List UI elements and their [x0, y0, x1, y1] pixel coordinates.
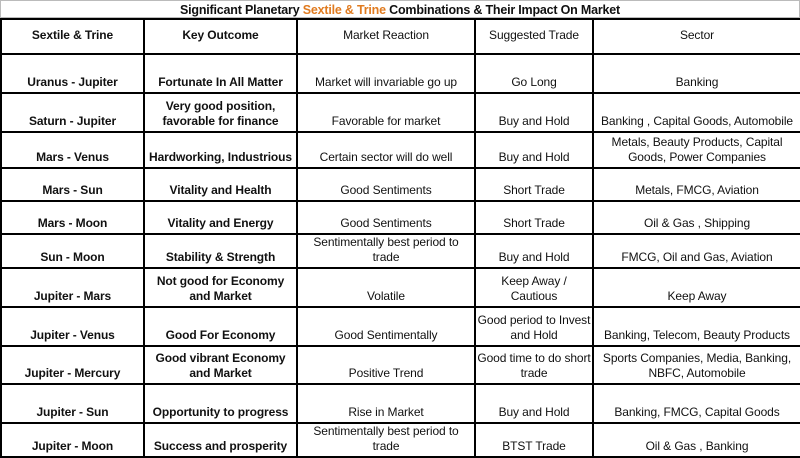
cell-suggested-trade: Good period to Invest and Hold [474, 306, 594, 347]
table-row: Uranus - Jupiter Fortunate In All Matter M… [0, 53, 800, 94]
cell-sector: Banking, FMCG, Capital Goods [592, 383, 800, 424]
cell-suggested-trade: Buy and Hold [474, 131, 594, 169]
cell-suggested-trade: Keep Away / Cautious [474, 267, 594, 308]
header-sector: Sector [592, 18, 800, 55]
cell-key-outcome: Fortunate In All Matter [143, 53, 298, 94]
header-market-reaction: Market Reaction [296, 18, 476, 55]
cell-sector: Banking, Telecom, Beauty Products [592, 306, 800, 347]
cell-key-outcome: Hardworking, Industrious [143, 131, 298, 169]
cell-key-outcome: Very good position, favorable for financ… [143, 92, 298, 133]
cell-market-reaction: Sentimentally best period to trade [296, 233, 476, 269]
table-row: Saturn - Jupiter Very good position, favo… [0, 92, 800, 133]
cell-combination: Sun - Moon [0, 233, 145, 269]
cell-market-reaction: Favorable for market [296, 92, 476, 133]
cell-suggested-trade: Good time to do short trade [474, 345, 594, 385]
table-row: Jupiter - Sun Opportunity to progress Rise… [0, 383, 800, 424]
cell-combination: Mars - Sun [0, 167, 145, 202]
header-sextile-trine: Sextile & Trine [0, 18, 145, 55]
cell-suggested-trade: Buy and Hold [474, 383, 594, 424]
cell-sector: FMCG, Oil and Gas, Aviation [592, 233, 800, 269]
cell-market-reaction: Volatile [296, 267, 476, 308]
cell-combination: Mars - Moon [0, 200, 145, 235]
cell-market-reaction: Market will invariable go up [296, 53, 476, 94]
cell-combination: Jupiter - Moon [0, 422, 145, 458]
cell-sector: Sports Companies, Media, Banking, NBFC, … [592, 345, 800, 385]
cell-key-outcome: Not good for Economy and Market [143, 267, 298, 308]
cell-key-outcome: Vitality and Energy [143, 200, 298, 235]
title-highlight: Sextile & Trine [302, 3, 386, 17]
cell-combination: Mars - Venus [0, 131, 145, 169]
table-row: Jupiter - Moon Success and prosperity Sent… [0, 422, 800, 458]
cell-market-reaction: Positive Trend [296, 345, 476, 385]
cell-sector: Oil & Gas , Banking [592, 422, 800, 458]
cell-sector: Banking [592, 53, 800, 94]
cell-sector: Banking , Capital Goods, Automobile [592, 92, 800, 133]
cell-combination: Jupiter - Mercury [0, 345, 145, 385]
cell-combination: Jupiter - Mars [0, 267, 145, 308]
table-row: Jupiter - Venus Good For Economy Good Sent… [0, 306, 800, 347]
table-row: Jupiter - Mars Not good for Economy and M… [0, 267, 800, 308]
cell-market-reaction: Certain sector will do well [296, 131, 476, 169]
header-key-outcome: Key Outcome [143, 18, 298, 55]
cell-suggested-trade: Buy and Hold [474, 233, 594, 269]
table-row: Mars - Sun Vitality and Health Good Sentim… [0, 167, 800, 202]
cell-key-outcome: Good For Economy [143, 306, 298, 347]
cell-sector: Keep Away [592, 267, 800, 308]
cell-market-reaction: Good Sentimentally [296, 306, 476, 347]
cell-suggested-trade: Short Trade [474, 200, 594, 235]
cell-key-outcome: Opportunity to progress [143, 383, 298, 424]
cell-market-reaction: Good Sentiments [296, 200, 476, 235]
header-suggested-trade: Suggested Trade [474, 18, 594, 55]
cell-suggested-trade: Buy and Hold [474, 92, 594, 133]
title-text: Significant Planetary [180, 3, 303, 17]
cell-suggested-trade: Short Trade [474, 167, 594, 202]
combinations-table: Sextile & Trine Key Outcome Market React… [0, 18, 800, 458]
cell-combination: Saturn - Jupiter [0, 92, 145, 133]
cell-market-reaction: Sentimentally best period to trade [296, 422, 476, 458]
header-row: Sextile & Trine Key Outcome Market React… [0, 18, 800, 55]
cell-suggested-trade: BTST Trade [474, 422, 594, 458]
table-row: Sun - Moon Stability & Strength Sentimenta… [0, 233, 800, 269]
table-row: Mars - Moon Vitality and Energy Good Senti… [0, 200, 800, 235]
cell-sector: Metals, FMCG, Aviation [592, 167, 800, 202]
table-row: Jupiter - Mercury Good vibrant Economy an… [0, 345, 800, 385]
cell-combination: Uranus - Jupiter [0, 53, 145, 94]
cell-combination: Jupiter - Venus [0, 306, 145, 347]
cell-sector: Oil & Gas , Shipping [592, 200, 800, 235]
cell-key-outcome: Success and prosperity [143, 422, 298, 458]
cell-sector: Metals, Beauty Products, Capital Goods, … [592, 131, 800, 169]
cell-suggested-trade: Go Long [474, 53, 594, 94]
cell-market-reaction: Rise in Market [296, 383, 476, 424]
title-text-end: Combinations & Their Impact On Market [385, 3, 620, 17]
cell-combination: Jupiter - Sun [0, 383, 145, 424]
cell-key-outcome: Stability & Strength [143, 233, 298, 269]
cell-key-outcome: Vitality and Health [143, 167, 298, 202]
table-title: Significant Planetary Sextile & Trine Co… [0, 0, 800, 18]
cell-market-reaction: Good Sentiments [296, 167, 476, 202]
cell-key-outcome: Good vibrant Economy and Market [143, 345, 298, 385]
table-row: Mars - Venus Hardworking, Industrious Cert… [0, 131, 800, 169]
